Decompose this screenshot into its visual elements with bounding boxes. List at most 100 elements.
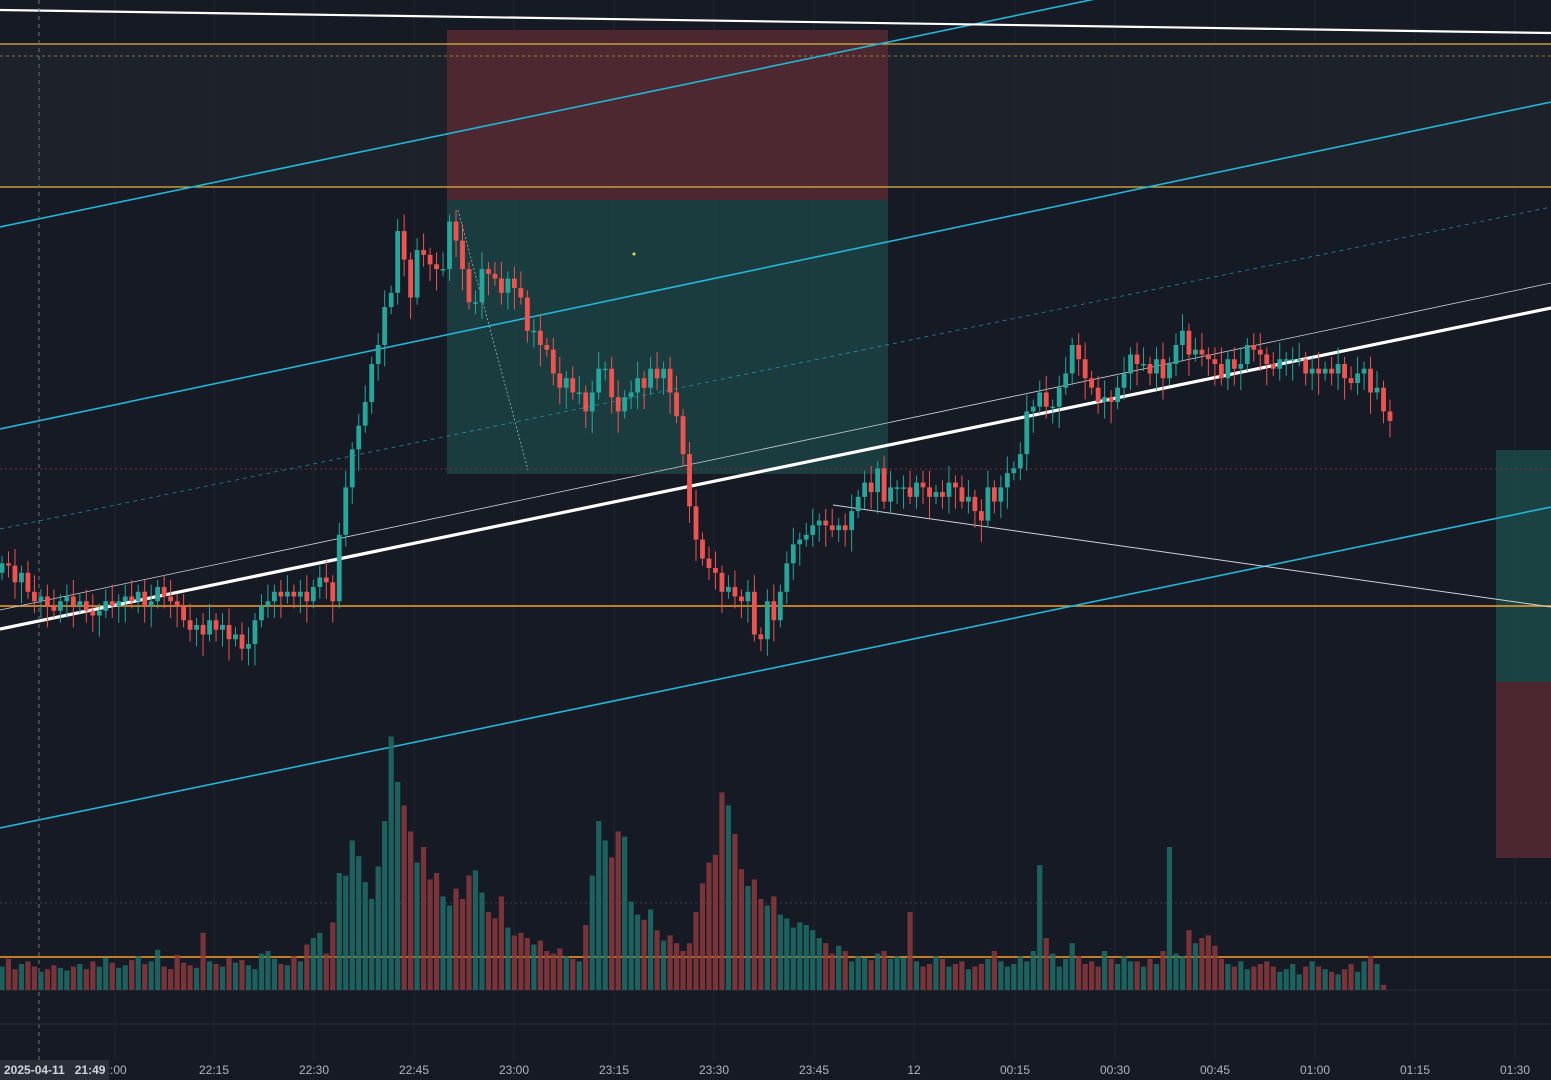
candle-body [862, 482, 868, 497]
volume-bar [725, 805, 732, 990]
volume-bar [537, 940, 543, 990]
volume-bar [57, 967, 63, 990]
candle-body [1050, 406, 1056, 409]
candle-body [927, 487, 932, 497]
candle-body [1069, 345, 1075, 374]
candle-body [816, 520, 822, 526]
candle-body [518, 288, 524, 298]
volume-bar [965, 969, 972, 990]
candle-body [1264, 354, 1270, 364]
candle-body [1277, 359, 1283, 369]
volume-bar [155, 949, 161, 990]
candle-body [764, 601, 770, 640]
candle-body [745, 591, 751, 602]
volume-bar [751, 879, 757, 990]
candle-body [187, 620, 193, 630]
volume-bar [505, 927, 511, 990]
candle-body [1342, 363, 1347, 379]
volume-bar [317, 932, 323, 990]
candle-body [537, 330, 543, 345]
candle-body [511, 278, 517, 289]
candle-body [362, 401, 368, 426]
volume-bar [1205, 935, 1211, 990]
candle-body [12, 565, 18, 583]
volume-bar [310, 938, 316, 990]
candle-body [77, 601, 83, 606]
volume-bar [771, 896, 777, 990]
candle-body [829, 525, 835, 531]
volume-bar [635, 914, 641, 990]
candle-body [1205, 354, 1211, 360]
candle-body [246, 643, 251, 649]
candle-body [116, 601, 122, 606]
volume-bar [596, 821, 602, 990]
candle-body [57, 601, 63, 611]
volume-bar [1348, 964, 1354, 990]
volume-bar [245, 965, 252, 990]
candle-body [1290, 359, 1296, 361]
candle-body [1043, 392, 1049, 407]
candle-body [1154, 359, 1159, 374]
candle-body [51, 606, 57, 611]
volume-bar [511, 935, 517, 990]
volume-bar [213, 964, 219, 990]
candle-body [726, 587, 731, 592]
volume-bar [271, 958, 278, 990]
candle-body [19, 572, 24, 583]
candle-body [1355, 373, 1360, 383]
candle-body [648, 368, 653, 388]
candle-body [920, 482, 926, 488]
volume-bar [1134, 961, 1140, 990]
volume-bar [1166, 847, 1173, 990]
candle-body [1322, 368, 1328, 374]
volume-bar [920, 966, 926, 990]
candle-body [1011, 468, 1017, 474]
candle-body [1115, 387, 1120, 402]
candle-body [1218, 363, 1224, 379]
trend-line-thin [0, 282, 1551, 611]
candle-body [1095, 387, 1101, 402]
candle-body [90, 610, 96, 616]
volume-bar [401, 805, 407, 990]
volume-bar [219, 966, 226, 990]
candle-body [622, 397, 628, 412]
volume-bar [699, 883, 706, 990]
volume-bar [680, 951, 686, 990]
candle-body [356, 425, 362, 450]
volume-bar [1283, 969, 1289, 990]
volume-bar [122, 965, 128, 990]
volume-bar [1199, 938, 1205, 990]
volume-bar [544, 951, 550, 990]
candle-body [700, 539, 705, 559]
candle-body [499, 278, 504, 293]
volume-bar [38, 971, 44, 990]
volume-bar [0, 966, 5, 990]
candle-body [492, 273, 498, 279]
volume-bar [732, 834, 738, 990]
time-axis-label: 00:45 [1200, 1063, 1230, 1077]
volume-bar [946, 966, 952, 990]
volume-bar [239, 960, 245, 990]
candle-body [946, 482, 952, 497]
volume-bar [1341, 969, 1348, 990]
candle-body [226, 624, 232, 640]
candle-body [1296, 359, 1302, 361]
volume-bar [570, 958, 576, 990]
volume-bar [1050, 953, 1056, 990]
volume-bar [193, 967, 200, 990]
volume-bar [550, 953, 556, 990]
short-target-box [447, 200, 888, 474]
volume-bar [803, 925, 809, 990]
candle-body [239, 634, 245, 649]
volume-bar [842, 951, 848, 990]
channel-line [0, 0, 1095, 228]
candle-body [531, 330, 537, 333]
volume-bar [1290, 964, 1296, 990]
volume-bar [745, 886, 751, 990]
candle-body [524, 297, 530, 331]
trend-line-descending [832, 504, 1551, 608]
volume-bar [686, 943, 693, 990]
volume-bar [1082, 964, 1088, 990]
